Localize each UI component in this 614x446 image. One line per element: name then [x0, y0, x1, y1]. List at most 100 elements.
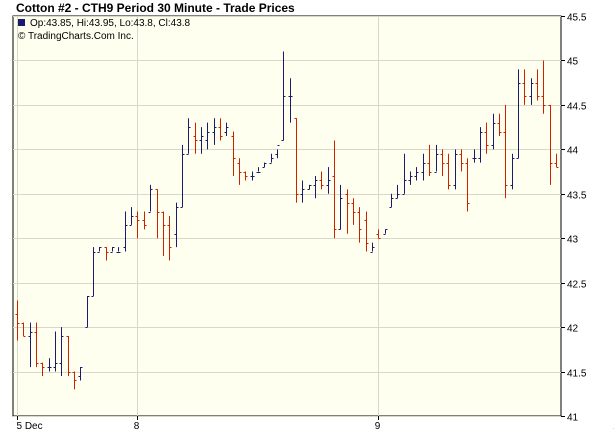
ohlc-bar [155, 189, 160, 239]
ohlc-bar [484, 122, 489, 154]
ohlc-bar [319, 171, 324, 190]
x-tick-label: 5 Dec [17, 421, 43, 432]
legend: Op:43.85, Hi:43.95, Lo:43.8, Cl:43.8 © T… [18, 18, 191, 42]
ohlc-bar [205, 122, 210, 150]
ohlc-bar [427, 144, 432, 176]
ohlc-bar [376, 229, 381, 239]
ohlc-bar [104, 247, 109, 261]
ohlc-bar [148, 184, 153, 213]
chart-title: Cotton #2 - CTH9 Period 30 Minute - Trad… [16, 1, 295, 15]
ohlc-bar [142, 211, 147, 230]
ohlc-bar [231, 131, 236, 176]
ohlc-bar [529, 78, 534, 105]
ohlc-bar [332, 140, 337, 239]
y-tick-label: 44 [567, 146, 579, 157]
ohlc-bar [72, 371, 77, 390]
ohlc-bar [199, 127, 204, 154]
ohlc-bar [85, 296, 90, 328]
ohlc-bar [53, 331, 58, 372]
ohlc-bar [193, 122, 198, 154]
ohlc-bar [262, 162, 267, 168]
ohlc-bar [383, 229, 388, 235]
ohlc-bar [116, 247, 121, 253]
ohlc-bar [294, 118, 299, 203]
legend-swatch [18, 19, 25, 26]
ohlc-bar [472, 149, 477, 163]
ohlc-bar [224, 122, 229, 136]
ohlc-readout: Op:43.85, Hi:43.95, Lo:43.8, Cl:43.8 [30, 18, 191, 29]
ohlc-bar [434, 144, 439, 173]
ohlc-bar [275, 145, 280, 159]
ohlc-bar [237, 158, 242, 185]
ohlc-bar [212, 118, 217, 145]
y-tick-label: 45.5 [567, 13, 587, 24]
ohlc-bar [389, 193, 394, 208]
ohlc-bar [123, 211, 128, 252]
x-tick-label: 9 [375, 421, 381, 432]
ohlc-bar [250, 171, 255, 181]
ohlc-bar [243, 171, 248, 181]
y-tick-label: 41 [567, 413, 579, 424]
ohlc-bar [40, 362, 45, 376]
ohlc-bar [307, 184, 312, 190]
ohlc-bar [34, 322, 39, 368]
y-tick-label: 45 [567, 57, 579, 68]
ohlc-bar [281, 51, 286, 141]
y-tick-label: 43 [567, 235, 579, 246]
ohlc-bar [497, 113, 502, 136]
ohlc-bar [541, 60, 546, 114]
ohlc-bar [91, 247, 96, 297]
ohlc-bar [78, 367, 83, 381]
ohlc-bar [522, 69, 527, 105]
ohlc-bar [218, 118, 223, 141]
y-tick-label: 44.5 [567, 102, 587, 113]
price-bars [15, 51, 559, 390]
copyright-text: © TradingCharts.Com Inc. [18, 31, 134, 42]
ohlc-bar [459, 149, 464, 172]
ohlc-bar [256, 167, 261, 173]
ohlc-bar [465, 158, 470, 212]
y-tick-label: 41.5 [567, 369, 587, 380]
ohlc-bar [300, 180, 305, 203]
plot-area [12, 15, 562, 417]
ohlc-bar [548, 104, 553, 185]
ohlc-bar [345, 189, 350, 234]
ohlc-bar [15, 300, 20, 341]
ohlc-bar [97, 247, 102, 253]
ohlc-bar [395, 184, 400, 199]
ohlc-bar [357, 207, 362, 243]
ohlc-bar [313, 176, 318, 199]
ohlc-bar [446, 153, 451, 190]
ohlc-bar [167, 216, 172, 261]
ohlc-bar [186, 118, 191, 155]
ohlc-bar [161, 211, 166, 256]
ohlc-bar [351, 198, 356, 225]
ohlc-bar [129, 207, 134, 226]
ohlc-bar [453, 149, 458, 190]
ohlc-bar [47, 358, 52, 372]
ohlc-bar [440, 149, 445, 176]
ohlc-bar [516, 69, 521, 159]
x-tick-label: 10 [613, 421, 614, 432]
x-axis: 5 Dec 8 9 10 [17, 416, 614, 432]
ohlc-bar [402, 153, 407, 195]
ohlc-bar [370, 242, 375, 253]
ohlc-bar [28, 322, 33, 368]
y-axis: 41 41.5 42 42.5 43 43.5 44 44.5 45 45.5 [561, 13, 587, 424]
y-tick-label: 42 [567, 324, 579, 335]
ohlc-bar [478, 127, 483, 163]
ohlc-bar [66, 336, 71, 376]
ohlc-bar [59, 327, 64, 376]
ohlc-bar [554, 153, 559, 168]
ohlc-bar [491, 113, 496, 150]
ohlc-bar [364, 211, 369, 252]
ohlc-bar [288, 78, 293, 123]
ohlc-bar [503, 104, 508, 199]
ohlc-bar [535, 69, 540, 101]
ohlc-bar [174, 202, 179, 248]
y-tick-label: 43.5 [567, 191, 587, 202]
x-tick-label: 8 [134, 421, 140, 432]
ohlc-bar [269, 153, 274, 164]
y-tick-label: 42.5 [567, 280, 587, 291]
